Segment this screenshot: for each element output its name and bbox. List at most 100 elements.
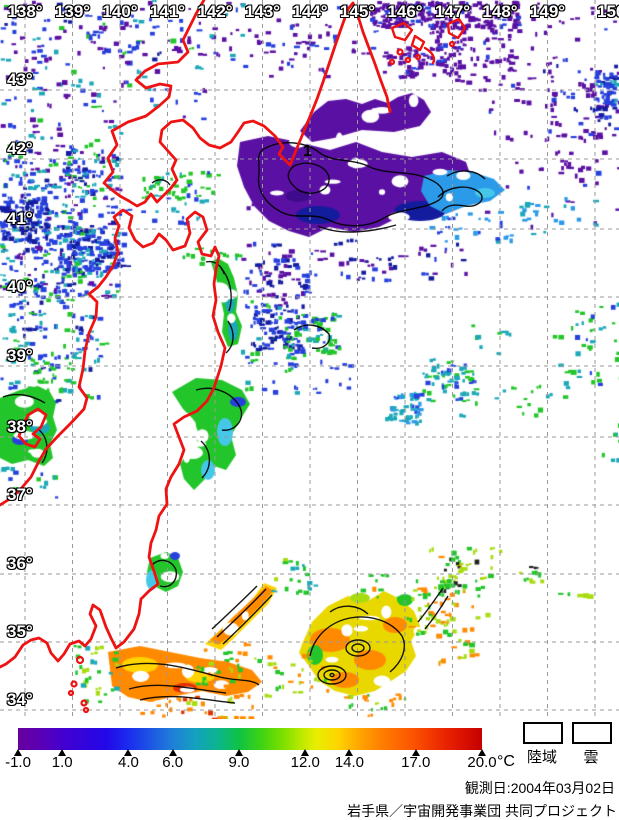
sst-contour-line xyxy=(115,662,260,686)
sst-contour-line xyxy=(151,179,171,186)
sst-contour-line xyxy=(225,320,234,354)
colorbar-tick-marker xyxy=(124,749,133,756)
colorbar-tick-label: 1.0 xyxy=(51,754,73,771)
colorbar-tick-label: 4.0 xyxy=(118,754,139,771)
sst-contour-line xyxy=(446,170,486,180)
sst-contour-line xyxy=(2,393,46,404)
temperature-contours xyxy=(2,141,486,704)
latitude-label: 37° xyxy=(7,485,33,504)
longitude-label: 141° xyxy=(149,2,186,21)
coastline-layer xyxy=(0,0,467,714)
honshu-coastline xyxy=(0,208,227,669)
land-legend-label: 陸域 xyxy=(526,749,558,766)
longitude-label: 139° xyxy=(54,2,91,21)
islet-outline xyxy=(80,699,88,707)
islet-outline xyxy=(404,56,412,64)
colorbar-tick-marker xyxy=(14,749,22,756)
sst-contour-line xyxy=(317,665,347,685)
sst-contour-line xyxy=(139,695,236,704)
colorbar-tick-marker xyxy=(168,749,177,756)
island-outline xyxy=(446,17,467,40)
legend-panel: -1.0 1.0 4.0 6.0 9.0 12.0 14.0 17.0 20.0 °C 陸域 雲… xyxy=(0,719,619,820)
sst-contour-line xyxy=(257,141,444,227)
islet-outline xyxy=(396,48,404,56)
sado-island-outline xyxy=(17,407,48,449)
colorbar-tick-marker xyxy=(411,749,420,756)
islet-outline xyxy=(414,53,422,61)
colorbar-tick-label: 14.0 xyxy=(334,754,365,771)
sst-contour-line xyxy=(151,559,177,588)
latitude-label: 41° xyxy=(7,209,33,228)
longitude-label: 147° xyxy=(434,2,471,21)
attribution-text: 岩手県／宇宙開発事業団 共同プロジェクト xyxy=(347,803,617,819)
island-outline xyxy=(410,34,426,52)
colorbar-tick-label: 20.0 xyxy=(467,754,497,771)
longitude-label: 140° xyxy=(102,2,138,21)
sst-contour-line xyxy=(329,672,335,678)
longitude-label: 146° xyxy=(387,2,423,21)
sst-contour-line xyxy=(417,587,444,623)
map-overlay xyxy=(0,0,619,719)
colorbar-tick-marker xyxy=(345,749,354,756)
colorbar-tick-label: 9.0 xyxy=(228,754,250,771)
longitude-label: 150° xyxy=(597,2,619,21)
island-outline xyxy=(390,21,414,42)
observation-date: 観測日:2004年03月02日 xyxy=(464,780,615,796)
land-legend-swatch xyxy=(523,722,563,744)
sst-contour-line xyxy=(293,324,331,349)
islet-outline xyxy=(82,706,90,714)
sst-contour-line xyxy=(424,595,449,630)
sst-contour-line xyxy=(351,643,365,653)
latitude-label: 39° xyxy=(7,346,33,365)
sst-contour-line xyxy=(220,267,232,312)
islet-outline xyxy=(448,40,456,48)
sst-contour-line xyxy=(317,224,397,233)
latitude-label: 43° xyxy=(7,70,33,89)
sst-contour-line xyxy=(287,162,330,194)
colorbar-tick-marker xyxy=(234,749,243,756)
temperature-colorbar xyxy=(18,728,482,750)
colorbar-tick-marker xyxy=(58,749,67,756)
latitude-label: 36° xyxy=(7,554,33,573)
longitude-label: 144° xyxy=(292,2,328,21)
sst-contour-line xyxy=(323,669,341,681)
sst-contour-line xyxy=(216,588,267,638)
sst-contour-line xyxy=(437,186,483,212)
sst-contour-line xyxy=(329,605,369,615)
sst-contour-line xyxy=(37,428,48,464)
islet-outline xyxy=(70,680,78,688)
latitude-label: 34° xyxy=(7,690,33,709)
longitude-label: 149° xyxy=(529,2,566,21)
longitude-label: 145° xyxy=(339,2,376,21)
longitude-label: 148° xyxy=(482,2,518,21)
graticule-grid xyxy=(0,0,619,719)
latitude-label: 38° xyxy=(7,417,33,436)
latitude-label: 35° xyxy=(7,622,33,641)
sst-contour-line xyxy=(195,387,243,431)
temperature-unit-label: °C xyxy=(497,753,515,770)
island-outline xyxy=(423,46,436,65)
islet-outline xyxy=(67,689,75,697)
longitude-label: 138° xyxy=(7,2,43,21)
longitude-label: 142° xyxy=(197,2,233,21)
colorbar-tick-label: 12.0 xyxy=(290,754,320,771)
cloud-legend-swatch xyxy=(572,722,612,744)
sst-contour-line xyxy=(128,684,227,694)
islet-outline xyxy=(388,58,396,66)
latitude-label: 40° xyxy=(7,277,33,296)
contour-value-label: 1 xyxy=(303,143,312,160)
sst-contour-line xyxy=(309,616,406,673)
latitude-label: 42° xyxy=(7,139,33,158)
sst-contour-line xyxy=(345,639,371,657)
sst-contour-line xyxy=(211,585,258,630)
colorbar-tick-marker xyxy=(301,749,310,756)
colorbar-tick-label: 17.0 xyxy=(401,754,431,771)
sst-contour-line xyxy=(222,594,273,645)
colorbar-tick-label: -1.0 xyxy=(5,754,31,771)
cloud-legend-label: 雲 xyxy=(583,749,599,766)
hokkaido-coastline xyxy=(102,0,392,208)
sst-contour-line xyxy=(200,440,211,479)
colorbar-tick-marker xyxy=(478,749,486,756)
colorbar-tick-label: 6.0 xyxy=(162,754,184,771)
